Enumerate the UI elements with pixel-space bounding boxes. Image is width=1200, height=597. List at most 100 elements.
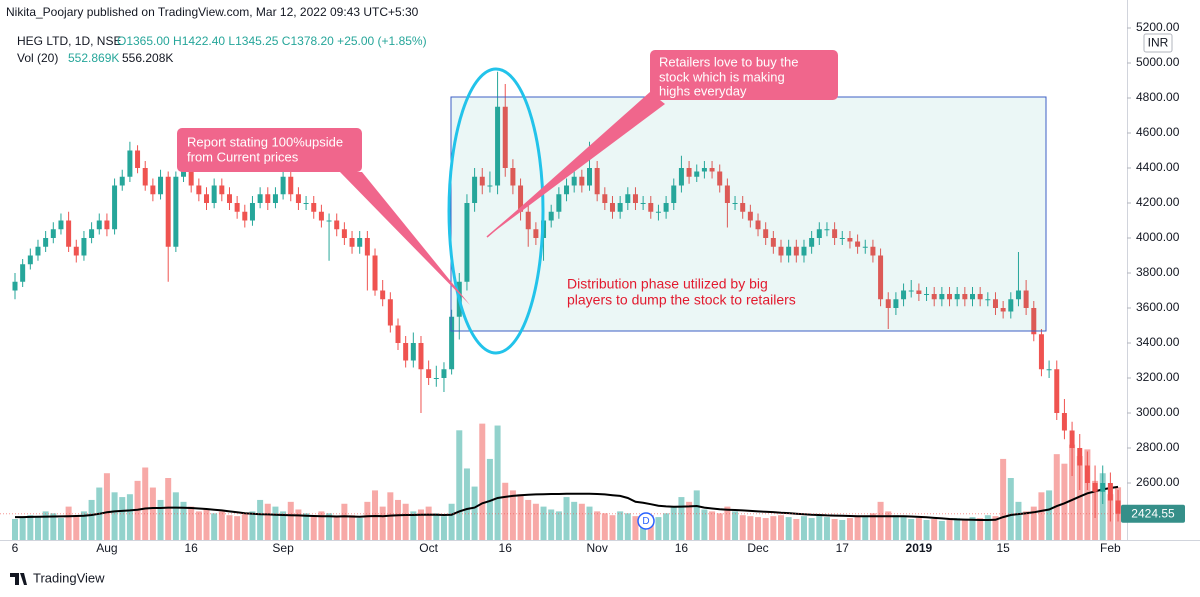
candle-body	[1115, 500, 1121, 514]
volume-bar	[977, 518, 984, 540]
symbol: HEG LTD, 1D, NSE	[17, 34, 121, 48]
candle-body	[196, 185, 202, 195]
candle-body	[1046, 369, 1052, 371]
candle-body	[403, 343, 409, 361]
candle-body	[709, 168, 715, 172]
published-line: Nikita_Poojary published on TradingView.…	[6, 5, 419, 19]
candle-body	[556, 194, 562, 212]
x-tick-label: 15	[996, 541, 1010, 555]
annotation-text: Distribution phase utilized by big	[567, 276, 768, 292]
volume-bar	[73, 515, 80, 540]
volume-bar	[915, 518, 922, 540]
candle-body	[663, 203, 669, 212]
volume-bar	[762, 518, 769, 540]
y-tick-label: 4400.00	[1136, 160, 1180, 174]
volume-bar	[280, 511, 287, 540]
candle-body	[533, 229, 539, 238]
candle-body	[602, 194, 608, 203]
volume-bar	[494, 425, 501, 540]
volume-bar	[663, 513, 670, 540]
annotations: Report stating 100%upside from Current p…	[177, 50, 1047, 355]
candle-body	[441, 369, 447, 378]
distribution-box	[450, 96, 1047, 332]
volume-bar	[778, 515, 784, 540]
volume-bar	[149, 487, 156, 540]
candle-body	[924, 294, 930, 295]
volume-bar	[341, 503, 348, 540]
volume-bar	[295, 509, 302, 540]
dividend-marker[interactable]	[637, 512, 655, 530]
volume-bar	[509, 490, 516, 540]
candle-body	[939, 294, 945, 300]
candle-body	[502, 106, 508, 168]
y-tick-label: 2600.00	[1136, 475, 1180, 489]
callout-box	[650, 50, 838, 100]
candle-body	[142, 168, 148, 186]
candle-body	[678, 168, 684, 186]
candle-body	[862, 246, 868, 248]
candle-body	[724, 185, 730, 203]
volume-bar	[525, 499, 532, 540]
candle-body	[410, 343, 416, 361]
candle-body	[732, 203, 738, 204]
candle-body	[908, 290, 914, 292]
brand: TradingView	[10, 570, 105, 585]
candle-body	[219, 185, 225, 195]
candle-body	[73, 246, 79, 256]
candle-body	[564, 185, 570, 195]
x-tick-label: Nov	[586, 541, 607, 555]
candle-body	[632, 194, 638, 203]
volume-bar	[180, 501, 187, 540]
volume-bar	[823, 517, 830, 540]
x-tick-label: Feb	[1100, 541, 1121, 555]
volume-bar	[1076, 456, 1083, 540]
candle-body	[962, 294, 968, 300]
volume-bar	[157, 499, 164, 540]
volume-bar	[709, 511, 716, 540]
volume-bar	[716, 513, 723, 540]
volume-bar	[984, 515, 991, 540]
volume-bar	[318, 511, 325, 540]
candle-body	[265, 194, 271, 203]
volume-bar	[440, 516, 447, 540]
volume-bar	[448, 503, 455, 540]
y-tick-label: 3400.00	[1136, 335, 1180, 349]
x-tick-label: 16	[675, 541, 689, 555]
candle-body	[1092, 483, 1098, 492]
candle-body	[755, 220, 761, 230]
volume-bar	[931, 519, 938, 540]
candle-body	[648, 203, 654, 212]
dividend-label: D	[642, 516, 649, 527]
candle-body	[1038, 334, 1044, 370]
volume-bar	[241, 514, 248, 540]
callout-pointer	[340, 172, 470, 305]
y-tick-label: 4000.00	[1136, 230, 1180, 244]
volume-bar	[578, 503, 585, 540]
volume-bar	[234, 516, 241, 540]
x-tick-label: Aug	[96, 541, 117, 555]
volume-bar	[1046, 490, 1053, 540]
candle-body	[671, 185, 677, 203]
candle-body	[364, 238, 370, 256]
volume-bar	[80, 511, 87, 540]
candle-body	[242, 211, 248, 221]
volume-bar	[310, 515, 317, 540]
brand-logo	[10, 573, 27, 585]
volume-bar	[532, 503, 539, 540]
y-tick-label: 3000.00	[1136, 405, 1180, 419]
candle-body	[311, 203, 317, 212]
volume-bar	[433, 513, 440, 540]
x-tick-label: 6	[12, 541, 19, 555]
volume-bar	[19, 517, 26, 540]
candle-body	[479, 176, 485, 186]
candle-body	[357, 238, 363, 247]
candle-body	[66, 220, 72, 247]
volume-bar	[854, 516, 861, 540]
volume-bar	[65, 506, 72, 540]
candle-body	[1000, 308, 1006, 312]
volume-bar	[1000, 458, 1007, 540]
candle-body	[985, 299, 991, 301]
candle-body	[495, 106, 501, 186]
candle-body	[318, 211, 324, 221]
